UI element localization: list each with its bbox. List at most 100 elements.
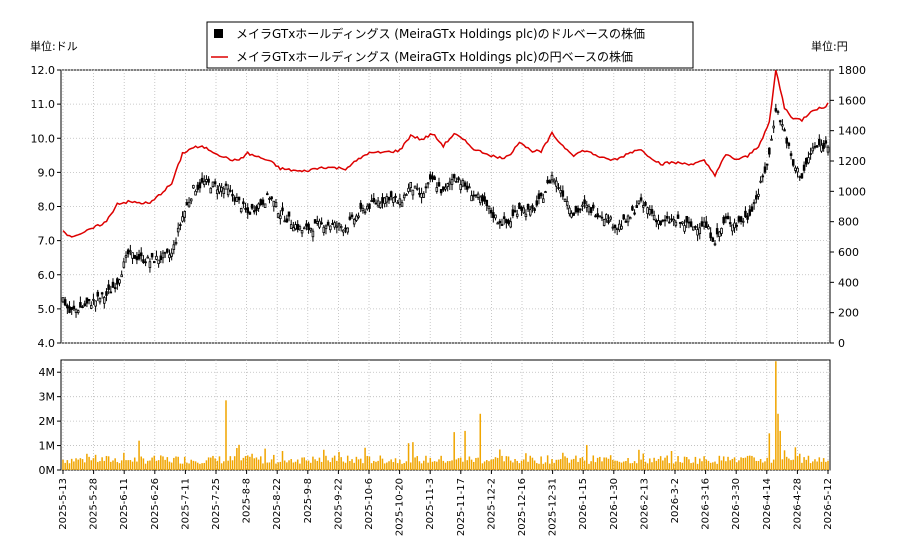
candle-body bbox=[85, 297, 89, 304]
candle-body bbox=[270, 196, 273, 200]
candle-body bbox=[129, 250, 132, 253]
candle-body bbox=[322, 226, 326, 233]
volume-bar bbox=[533, 460, 536, 470]
volume-bar bbox=[416, 456, 419, 470]
candle-body bbox=[400, 202, 404, 207]
candle-body bbox=[552, 179, 556, 183]
volume-bar bbox=[633, 461, 636, 470]
volume-bar bbox=[757, 460, 760, 470]
volume-bar bbox=[383, 463, 386, 470]
volume-bar bbox=[242, 457, 245, 470]
volume-bar bbox=[316, 460, 319, 470]
volume-tick-label: 2M bbox=[39, 415, 56, 428]
volume-bar bbox=[790, 460, 792, 470]
volume-bar bbox=[538, 463, 540, 470]
volume-bar bbox=[809, 463, 812, 470]
volume-bar bbox=[73, 461, 75, 470]
candle-body bbox=[229, 190, 232, 192]
volume-bar bbox=[386, 462, 388, 470]
volume-tick-label: 3M bbox=[39, 391, 56, 404]
candle-body bbox=[244, 208, 247, 210]
volume-bar bbox=[353, 462, 355, 470]
volume-bar bbox=[512, 462, 514, 470]
candle-body bbox=[744, 210, 747, 218]
candle-body bbox=[498, 220, 502, 224]
candle-body bbox=[533, 208, 536, 211]
volume-bar bbox=[514, 458, 516, 470]
candle-body bbox=[187, 201, 191, 207]
candle-body bbox=[379, 202, 382, 208]
legend-usd-marker bbox=[214, 29, 223, 38]
volume-bar bbox=[694, 456, 697, 470]
volume-bar bbox=[446, 461, 449, 470]
volume-bar bbox=[101, 457, 103, 470]
candle-body bbox=[435, 187, 439, 192]
volume-bar bbox=[388, 461, 390, 470]
candle-body bbox=[116, 278, 119, 285]
x-tick-label: 2026-4-14 bbox=[762, 478, 773, 530]
candle-body bbox=[502, 216, 506, 219]
volume-bar bbox=[614, 460, 616, 470]
volume-bar bbox=[825, 461, 827, 470]
volume-bar bbox=[575, 455, 577, 470]
volume-bar bbox=[294, 461, 297, 470]
volume-bar bbox=[751, 455, 753, 470]
volume-bar bbox=[286, 462, 288, 470]
candle-body bbox=[809, 153, 812, 155]
volume-bar bbox=[168, 461, 171, 470]
volume-bar bbox=[653, 457, 655, 470]
candle-body bbox=[289, 224, 293, 229]
volume-bar bbox=[599, 456, 601, 470]
candle-body bbox=[683, 225, 686, 232]
candle-body bbox=[805, 157, 808, 165]
volume-bar bbox=[238, 444, 240, 470]
candle-body bbox=[196, 184, 200, 190]
candle-body bbox=[650, 209, 654, 214]
candle-body bbox=[681, 221, 684, 224]
candle-body bbox=[309, 227, 313, 231]
candle-body bbox=[572, 212, 575, 216]
candle-body bbox=[781, 124, 784, 127]
volume-bar bbox=[733, 457, 736, 470]
volume-bar bbox=[199, 463, 201, 470]
candle-body bbox=[622, 214, 625, 220]
volume-bar bbox=[260, 456, 262, 470]
candle-body bbox=[707, 226, 710, 230]
volume-bar bbox=[618, 461, 621, 470]
volume-bar bbox=[336, 460, 338, 470]
candle-body bbox=[437, 182, 441, 187]
candle-body bbox=[705, 221, 708, 228]
volume-bar bbox=[659, 456, 662, 470]
volume-bar bbox=[562, 452, 564, 470]
x-tick-label: 2026-3-2 bbox=[670, 478, 681, 523]
volume-bar bbox=[157, 460, 160, 470]
volume-bar bbox=[394, 458, 397, 470]
volume-bar bbox=[564, 456, 566, 470]
volume-bar bbox=[79, 458, 82, 470]
candle-body bbox=[663, 219, 667, 222]
volume-bar bbox=[798, 453, 801, 470]
volume-bar bbox=[253, 458, 256, 470]
volume-bar bbox=[214, 458, 216, 470]
candle-body bbox=[570, 212, 573, 218]
candle-body bbox=[326, 221, 330, 226]
x-tick-label: 2026-5-12 bbox=[823, 478, 834, 530]
volume-bar bbox=[725, 461, 727, 470]
candle-body bbox=[798, 175, 802, 178]
volume-bar bbox=[281, 451, 284, 470]
volume-bar bbox=[377, 460, 379, 470]
volume-bar bbox=[455, 459, 458, 470]
volume-bar bbox=[405, 461, 408, 470]
candle-body bbox=[605, 214, 608, 220]
volume-bar bbox=[718, 455, 721, 470]
candle-body bbox=[363, 211, 367, 214]
volume-bar bbox=[181, 463, 184, 470]
candle-body bbox=[474, 194, 478, 197]
candle-body bbox=[387, 196, 391, 201]
candle-body bbox=[820, 144, 823, 152]
volume-bar bbox=[709, 462, 712, 470]
candle-body bbox=[733, 222, 736, 229]
volume-bar bbox=[466, 460, 468, 470]
volume-bar bbox=[240, 460, 242, 470]
